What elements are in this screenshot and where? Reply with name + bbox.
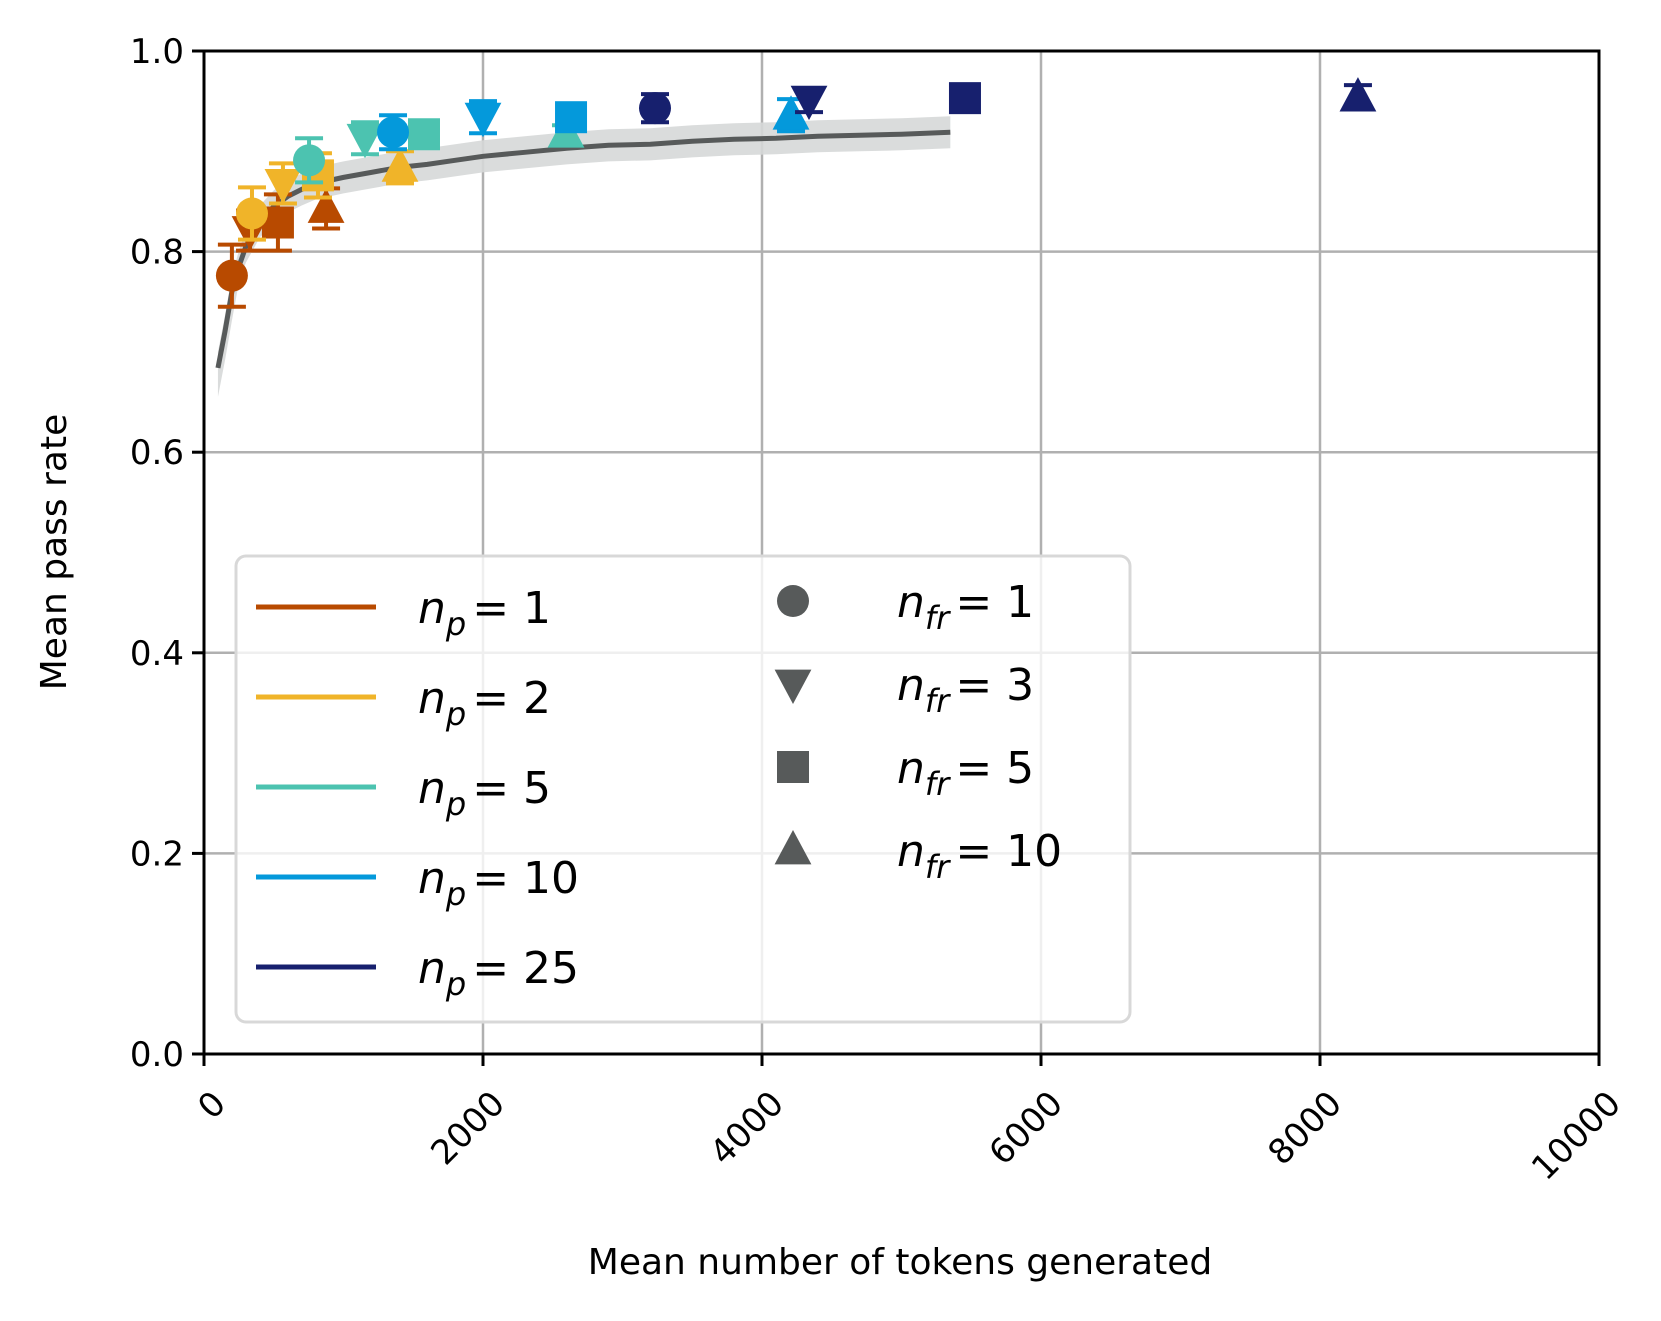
marker-circle [235, 197, 268, 230]
legend-label: np = 25 [418, 943, 579, 1003]
data-point [381, 147, 419, 186]
legend-marker-triangle-up [774, 830, 812, 865]
data-point [377, 113, 410, 152]
marker-square [948, 82, 981, 115]
data-point [464, 99, 502, 138]
x-ticks: 0 2000 4000 6000 8000 10000 [190, 1054, 1629, 1188]
legend-entry-nfr: nfr = 10 [774, 826, 1062, 886]
legend-label: nfr = 3 [897, 660, 1034, 720]
y-tick-label: 0.8 [130, 233, 184, 273]
data-point [346, 120, 384, 159]
marker-triangle-down [346, 123, 384, 159]
x-tick-label: 10000 [1524, 1084, 1629, 1189]
y-ticks: 0.0 0.2 0.4 0.6 0.8 1.0 [130, 32, 204, 1075]
data-point [407, 118, 440, 151]
marker-triangle-up [772, 95, 810, 130]
legend-entry-np: np = 5 [256, 763, 551, 823]
data-point [264, 161, 302, 206]
confidence-band-area [217, 116, 951, 397]
legend: np = 1 np = 2 np = 5 np = 10 np = 25 nfr = 1 nfr = 3 n… [234, 554, 1132, 1024]
legend-label: np = 10 [418, 853, 579, 913]
x-tick-label: 6000 [981, 1084, 1070, 1173]
data-points [215, 77, 1377, 309]
plot-frame [202, 49, 1601, 1056]
y-tick-label: 0.4 [130, 634, 184, 674]
data-point [293, 136, 326, 185]
marker-triangle-down [464, 102, 502, 138]
legend-entry-nfr: nfr = 1 [777, 577, 1034, 637]
legend-label: nfr = 1 [897, 577, 1034, 637]
legend-entry-nfr: nfr = 3 [774, 660, 1034, 720]
y-tick-label: 0.2 [130, 834, 184, 874]
marker-triangle-down [790, 85, 828, 121]
marker-circle [639, 92, 672, 125]
x-tick-label: 8000 [1260, 1084, 1349, 1173]
data-point [1339, 77, 1377, 112]
x-axis-label: Mean number of tokens generated [588, 1242, 1212, 1283]
legend-entry-np: np = 10 [256, 853, 579, 913]
data-point [235, 185, 268, 242]
data-point [790, 85, 828, 121]
y-axis-label: Mean pass rate [34, 414, 75, 691]
marker-circle [215, 259, 248, 292]
legend-entry-np: np = 1 [256, 583, 551, 643]
y-tick-label: 0.0 [130, 1035, 184, 1075]
y-tick-label: 0.6 [130, 433, 184, 473]
x-tick-label: 2000 [423, 1084, 512, 1173]
legend-entry-np: np = 2 [256, 673, 551, 733]
data-point [555, 101, 588, 134]
marker-triangle-up [381, 147, 419, 182]
legend-label: np = 5 [418, 763, 551, 823]
data-point [215, 242, 248, 309]
x-tick-label: 4000 [702, 1084, 791, 1173]
data-point [948, 82, 981, 115]
legend-label: np = 2 [418, 673, 551, 733]
legend-marker-triangle-down [774, 669, 812, 704]
legend-label: nfr = 10 [897, 826, 1062, 886]
data-point [639, 92, 672, 125]
y-tick-label: 1.0 [130, 32, 184, 72]
marker-circle [377, 116, 410, 149]
marker-square [555, 101, 588, 134]
marker-triangle-down [264, 168, 302, 204]
x-tick-label: 0 [190, 1084, 234, 1128]
legend-box [234, 554, 1132, 1024]
legend-entry-nfr: nfr = 5 [777, 743, 1034, 803]
legend-entry-np: np = 25 [256, 943, 579, 1003]
confidence-band [217, 116, 951, 397]
legend-marker-circle [777, 585, 809, 617]
marker-triangle-up [1339, 77, 1377, 112]
marker-triangle-up [307, 188, 345, 223]
legend-marker-square [777, 751, 809, 783]
legend-label: nfr = 5 [897, 743, 1034, 803]
marker-square [407, 118, 440, 151]
marker-circle [293, 144, 326, 177]
axes [202, 49, 1601, 1056]
legend-label: np = 1 [418, 583, 551, 643]
